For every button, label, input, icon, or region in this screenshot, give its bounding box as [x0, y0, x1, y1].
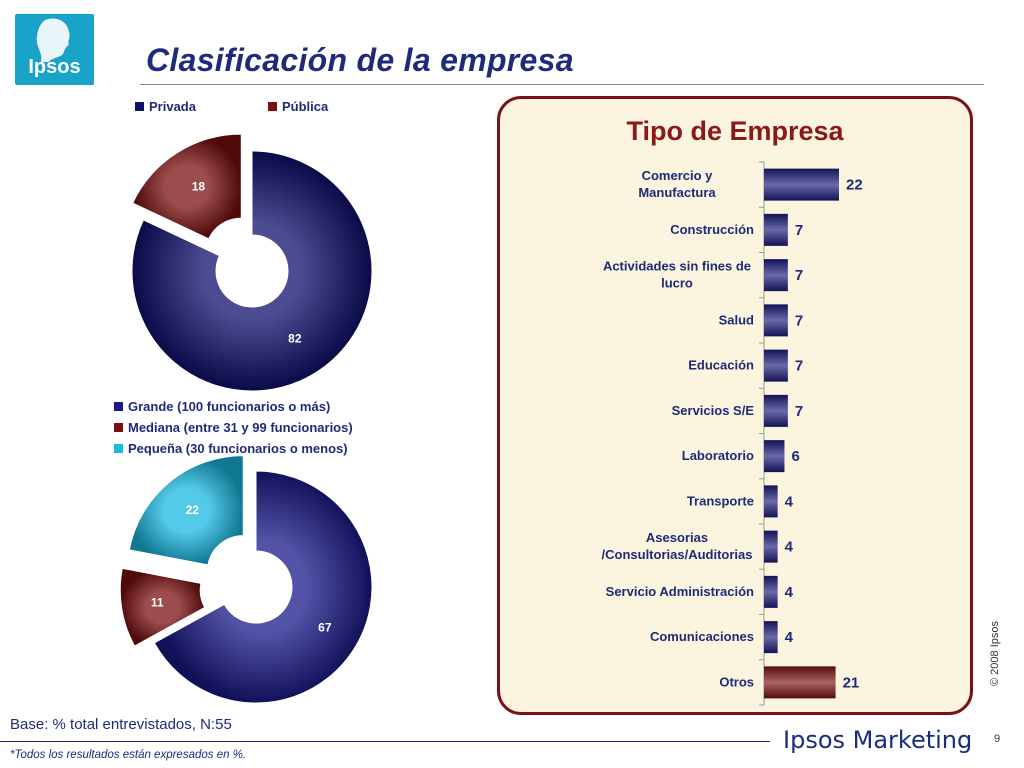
legend-swatch	[114, 423, 123, 432]
bar-6	[764, 440, 785, 473]
footer-divider	[0, 741, 770, 742]
bar-chart-tipo-empresa: 22 Comercio y Manufactura 7 Construcción 7 Act…	[602, 161, 863, 706]
pie2-slice-0	[153, 470, 373, 704]
bar-3	[764, 304, 788, 337]
pie1-legend: Privada Pública	[135, 96, 328, 117]
bar-value-label-9: 4	[785, 584, 794, 601]
bar-value-label-1: 7	[795, 222, 803, 239]
legend-swatch	[114, 402, 123, 411]
pie2-legend-item-0: Grande (100 funcionarios o más)	[114, 396, 353, 417]
pie1-legend-item-1: Pública	[267, 96, 329, 117]
bar-1	[764, 213, 788, 246]
legend-swatch	[267, 102, 277, 111]
pie2-legend-item-2: Pequeña (30 funcionarios o menos)	[114, 438, 353, 459]
bar-category-label-2: Actividades sin fines de lucro	[603, 259, 751, 291]
bar-category-label-6: Laboratorio	[682, 448, 754, 463]
bar-5	[764, 394, 788, 427]
copyright-text: © 2008 Ipsos	[989, 621, 1001, 686]
bar-category-label-7: Transporte	[687, 493, 754, 508]
bar-0	[764, 168, 839, 201]
title-divider	[140, 84, 984, 85]
bar-value-label-11: 21	[843, 674, 860, 691]
bar-value-label-0: 22	[846, 177, 863, 194]
legend-swatch	[114, 444, 123, 453]
bar-category-label-10: Comunicaciones	[650, 629, 754, 644]
bar-9	[764, 575, 778, 608]
pie2-slice-label-2: 22	[186, 503, 200, 517]
page-title: Clasificación de la empresa	[146, 42, 574, 78]
legend-swatch	[135, 102, 144, 111]
brand-text: Ipsos Marketing	[783, 726, 973, 754]
pie-chart-sector: 82 18	[131, 133, 373, 392]
logo-head-icon	[36, 18, 70, 62]
bar-2	[764, 259, 788, 292]
bar-10	[764, 621, 778, 654]
bar-11	[764, 666, 836, 699]
page-number: 9	[994, 733, 1001, 745]
bar-value-label-10: 4	[785, 629, 794, 646]
bar-category-label-5: Servicios S/E	[672, 403, 755, 418]
pie1-slice-label-0: 82	[288, 332, 302, 346]
bar-value-label-2: 7	[795, 267, 803, 284]
bar-7	[764, 485, 778, 518]
logo-text: Ipsos	[28, 56, 81, 78]
pie2-slice-1	[119, 567, 206, 647]
pie2-slice-label-0: 67	[318, 621, 332, 635]
pie1-slice-label-1: 18	[192, 180, 206, 194]
pie1-legend-item-0: Privada	[135, 96, 196, 117]
bar-value-label-6: 6	[791, 448, 799, 465]
bar-value-label-8: 4	[785, 539, 794, 556]
pie-chart-size: 67 11 22	[119, 455, 373, 704]
bar-value-label-3: 7	[795, 312, 803, 329]
bar-value-label-7: 4	[785, 493, 794, 510]
ipsos-logo: Ipsos	[15, 14, 94, 85]
bar-value-label-4: 7	[795, 358, 803, 375]
tipo-empresa-panel: Tipo de Empresa	[497, 96, 973, 715]
bar-category-label-1: Construcción	[670, 222, 754, 237]
legend-label: Pública	[281, 99, 329, 114]
bar-4	[764, 349, 788, 382]
legend-label: Mediana (entre 31 y 99 funcionarios)	[128, 420, 353, 435]
bar-8	[764, 530, 778, 563]
bar-category-label-3: Salud	[719, 312, 754, 327]
bar-category-label-9: Servicio Administración	[606, 584, 754, 599]
footnote: *Todos los resultados están expresados e…	[10, 749, 247, 761]
pie1-slice-1	[132, 133, 242, 240]
pie2-slice-2	[128, 455, 244, 566]
bar-category-label-11: Otros	[719, 674, 754, 689]
bar-value-label-5: 7	[795, 403, 803, 420]
legend-label: Grande (100 funcionarios o más)	[128, 399, 331, 414]
bar-category-label-0: Comercio y Manufactura	[638, 168, 716, 200]
pie2-legend-item-1: Mediana (entre 31 y 99 funcionarios)	[114, 417, 353, 438]
bar-category-label-8: Asesorias/Consultorias/Auditorias	[602, 530, 753, 562]
pie2-legend: Grande (100 funcionarios o más) Mediana (…	[114, 396, 353, 459]
pie1-slice-0	[131, 150, 373, 392]
pie2-slice-label-1: 11	[151, 596, 164, 610]
legend-label: Pequeña (30 funcionarios o menos)	[128, 441, 348, 456]
legend-label: Privada	[149, 99, 196, 114]
panel-title: Tipo de Empresa	[626, 116, 844, 146]
base-note: Base: % total entrevistados, N:55	[10, 716, 232, 733]
bar-category-label-4: Educación	[688, 358, 754, 373]
